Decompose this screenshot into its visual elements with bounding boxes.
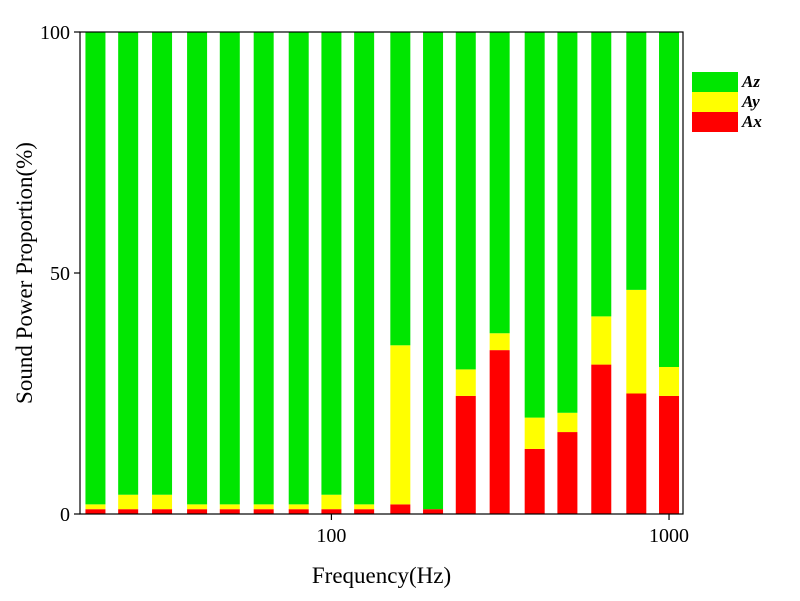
bar-ax-20	[85, 509, 106, 514]
bar-ax-500	[557, 432, 578, 514]
bar-ax-31_5	[152, 509, 173, 514]
bars-layer	[85, 32, 680, 514]
legend-swatch-az	[692, 72, 738, 92]
bar-ay-20	[85, 504, 106, 510]
bar-ay-125	[354, 504, 375, 510]
bar-ax-250	[455, 395, 476, 514]
y-axis-title: Sound Power Proportion(%)	[12, 142, 37, 404]
bar-ay-500	[557, 412, 578, 433]
bar-ax-80	[288, 509, 309, 514]
bar-az-630	[591, 32, 612, 317]
bar-ay-400	[524, 417, 545, 449]
y-tick-label: 100	[40, 22, 70, 44]
bar-ay-50	[219, 504, 240, 510]
bar-ax-125	[354, 509, 375, 514]
bar-az-160	[390, 32, 411, 346]
axis-ticks: 0 50 100 100 1000	[40, 22, 689, 547]
bar-az-20	[85, 32, 106, 505]
bar-az-250	[455, 32, 476, 370]
bar-az-63	[253, 32, 274, 505]
y-tick-label: 50	[50, 263, 70, 285]
x-axis-title: Frequency(Hz)	[312, 563, 451, 588]
bar-ay-315	[489, 333, 510, 351]
bar-az-31_5	[152, 32, 173, 495]
bar-ax-25	[118, 509, 139, 514]
x-tick-label: 100	[316, 525, 346, 547]
bar-az-315	[489, 32, 510, 334]
x-tick-label: 1000	[649, 525, 689, 547]
y-tick-label: 0	[60, 504, 70, 526]
bar-ay-80	[288, 504, 309, 510]
legend-swatch-ax	[692, 112, 738, 132]
bar-ay-100	[321, 494, 342, 510]
bar-ax-100	[321, 509, 342, 514]
bar-ax-315	[489, 350, 510, 514]
bar-ay-31_5	[152, 494, 173, 510]
bar-ax-40	[187, 509, 208, 514]
bar-ax-63	[253, 509, 274, 514]
bar-ay-63	[253, 504, 274, 510]
bar-ay-160	[390, 345, 411, 505]
bar-ax-800	[626, 393, 647, 514]
legend-label-ax: Ax	[741, 112, 762, 131]
bar-ax-1000	[659, 395, 680, 514]
bar-ay-1000	[659, 366, 680, 396]
legend-swatch-ay	[692, 92, 738, 112]
bar-ax-160	[390, 504, 411, 514]
bar-ay-25	[118, 494, 139, 510]
legend-label-ay: Ay	[741, 92, 760, 111]
bar-az-80	[288, 32, 309, 505]
bar-ax-50	[219, 509, 240, 514]
bar-az-200	[423, 32, 444, 510]
bar-az-100	[321, 32, 342, 495]
bar-ay-40	[187, 504, 208, 510]
bar-az-1000	[659, 32, 680, 367]
bar-az-500	[557, 32, 578, 413]
bar-az-40	[187, 32, 208, 505]
legend-label-az: Az	[741, 72, 760, 91]
bar-ax-400	[524, 448, 545, 514]
bar-az-800	[626, 32, 647, 290]
bar-az-25	[118, 32, 139, 495]
bar-ax-200	[423, 509, 444, 514]
bar-az-400	[524, 32, 545, 418]
bar-ay-250	[455, 369, 476, 396]
bar-ay-630	[591, 316, 612, 365]
bar-ax-630	[591, 364, 612, 514]
bar-az-125	[354, 32, 375, 505]
bar-ay-800	[626, 289, 647, 394]
bar-az-50	[219, 32, 240, 505]
